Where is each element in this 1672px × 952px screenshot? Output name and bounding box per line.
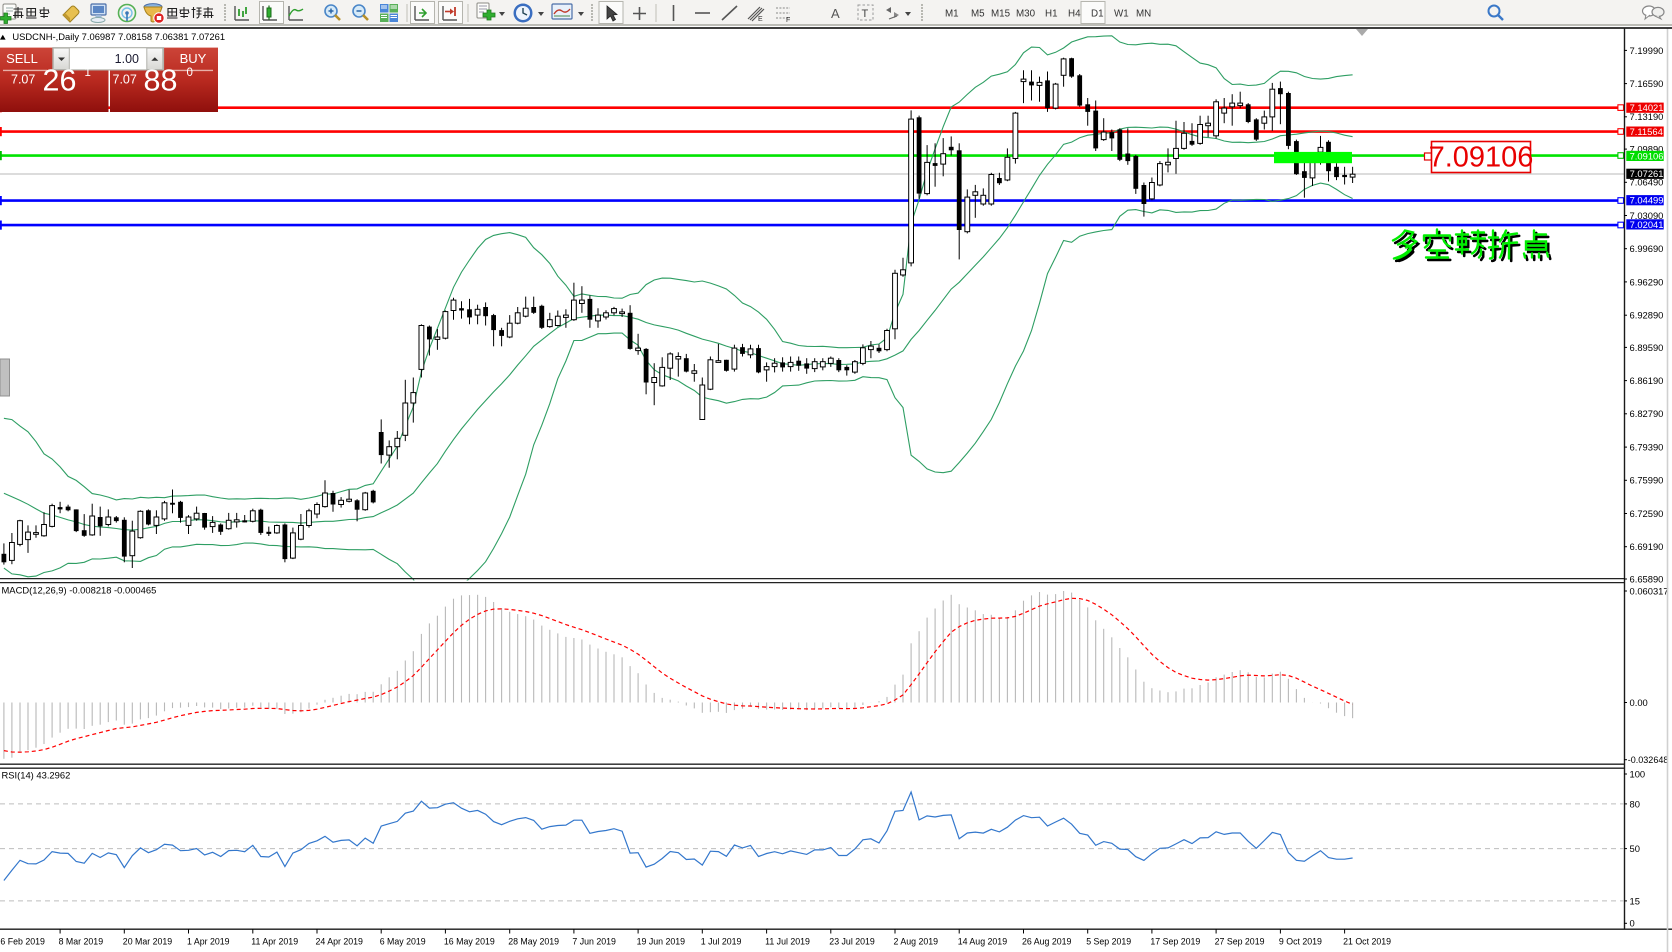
svg-text:1.00: 1.00: [115, 52, 139, 66]
svg-text:F: F: [786, 17, 790, 24]
svg-text:M1: M1: [945, 9, 959, 20]
svg-text:6.75990: 6.75990: [1630, 475, 1664, 486]
svg-text:19 Jun 2019: 19 Jun 2019: [637, 937, 686, 947]
svg-text:7.07261: 7.07261: [1630, 168, 1664, 179]
svg-text:MACD(12,26,9) -0.008218 -0.000: MACD(12,26,9) -0.008218 -0.000465: [2, 585, 157, 596]
svg-text:BUY: BUY: [180, 51, 207, 66]
svg-text:T: T: [862, 8, 869, 20]
svg-text:16 May 2019: 16 May 2019: [444, 937, 495, 947]
svg-text:H4: H4: [1068, 9, 1081, 20]
svg-text:A: A: [831, 6, 840, 21]
svg-text:0: 0: [187, 67, 193, 79]
svg-text:7.13190: 7.13190: [1630, 111, 1664, 122]
svg-text:28 May 2019: 28 May 2019: [508, 937, 559, 947]
svg-text:26 Aug 2019: 26 Aug 2019: [1022, 937, 1072, 947]
svg-text:23 Jul 2019: 23 Jul 2019: [829, 937, 875, 947]
svg-text:6.96290: 6.96290: [1630, 276, 1664, 287]
svg-text:14 Aug 2019: 14 Aug 2019: [958, 937, 1008, 947]
svg-text:26 Feb 2019: 26 Feb 2019: [0, 937, 45, 947]
svg-text:100: 100: [1630, 768, 1646, 779]
svg-text:M15: M15: [991, 9, 1011, 20]
svg-text:88: 88: [144, 63, 178, 97]
svg-text:-0.032648: -0.032648: [1628, 755, 1669, 765]
svg-text:W1: W1: [1114, 9, 1129, 20]
svg-text:0: 0: [1630, 918, 1635, 929]
svg-text:6.89590: 6.89590: [1630, 342, 1664, 353]
svg-text:8 Mar 2019: 8 Mar 2019: [59, 937, 104, 947]
svg-text:15: 15: [1630, 895, 1640, 906]
svg-text:7 Jun 2019: 7 Jun 2019: [572, 937, 616, 947]
svg-text:SELL: SELL: [6, 51, 38, 66]
svg-text:1 Jul 2019: 1 Jul 2019: [701, 937, 742, 947]
svg-text:6.65890: 6.65890: [1630, 573, 1664, 584]
svg-text:27 Sep 2019: 27 Sep 2019: [1215, 937, 1265, 947]
svg-text:5 Sep 2019: 5 Sep 2019: [1086, 937, 1131, 947]
svg-text:11 Jul 2019: 11 Jul 2019: [765, 937, 810, 947]
svg-text:7.02041: 7.02041: [1630, 219, 1664, 230]
svg-text:USDCNH-,Daily 7.06987 7.08158: USDCNH-,Daily 7.06987 7.08158 7.06381 7.…: [12, 31, 225, 42]
svg-text:24 Apr 2019: 24 Apr 2019: [316, 937, 364, 947]
svg-text:MN: MN: [1136, 9, 1151, 20]
svg-text:6.69190: 6.69190: [1630, 541, 1664, 552]
svg-text:7.06490: 7.06490: [1630, 177, 1664, 188]
svg-text:6 May 2019: 6 May 2019: [380, 937, 426, 947]
svg-text:7.19990: 7.19990: [1630, 45, 1664, 56]
svg-text:7.04499: 7.04499: [1630, 195, 1664, 206]
svg-text:D1: D1: [1091, 9, 1104, 20]
svg-text:6.86190: 6.86190: [1630, 375, 1664, 386]
svg-text:17 Sep 2019: 17 Sep 2019: [1150, 937, 1200, 947]
svg-text:0.00: 0.00: [1630, 697, 1648, 708]
svg-text:11 Apr 2019: 11 Apr 2019: [251, 937, 298, 947]
svg-text:1 Apr 2019: 1 Apr 2019: [187, 937, 230, 947]
svg-text:7.16590: 7.16590: [1630, 78, 1664, 89]
svg-text:6.92890: 6.92890: [1630, 310, 1664, 321]
svg-text:0.060317: 0.060317: [1630, 585, 1669, 596]
svg-text:7.11564: 7.11564: [1630, 126, 1663, 137]
svg-text:7.09890: 7.09890: [1630, 144, 1664, 155]
svg-text:M30: M30: [1016, 9, 1036, 20]
svg-text:2 Aug 2019: 2 Aug 2019: [894, 937, 939, 947]
svg-text:9 Oct 2019: 9 Oct 2019: [1279, 937, 1322, 947]
svg-text:H1: H1: [1045, 9, 1058, 20]
svg-text:50: 50: [1630, 843, 1640, 854]
svg-text:7.07: 7.07: [11, 73, 35, 87]
svg-text:21 Oct 2019: 21 Oct 2019: [1343, 937, 1391, 947]
svg-text:6.72590: 6.72590: [1630, 508, 1664, 519]
svg-text:1: 1: [85, 67, 91, 79]
svg-text:6.82790: 6.82790: [1630, 408, 1664, 419]
svg-text:7.09106: 7.09106: [1630, 150, 1664, 161]
svg-text:6.99690: 6.99690: [1630, 243, 1664, 254]
svg-text:7.14021: 7.14021: [1630, 102, 1664, 113]
svg-text:20 Mar 2019: 20 Mar 2019: [123, 937, 172, 947]
svg-text:7.07: 7.07: [113, 73, 137, 87]
svg-text:7.09106: 7.09106: [1429, 141, 1534, 173]
svg-text:M5: M5: [971, 9, 985, 20]
svg-text:80: 80: [1630, 798, 1640, 809]
svg-text:E: E: [758, 16, 763, 23]
svg-text:7.03090: 7.03090: [1630, 210, 1664, 221]
svg-text:RSI(14) 43.2962: RSI(14) 43.2962: [2, 770, 71, 781]
svg-text:6.79390: 6.79390: [1630, 442, 1664, 453]
svg-text:26: 26: [43, 63, 77, 97]
